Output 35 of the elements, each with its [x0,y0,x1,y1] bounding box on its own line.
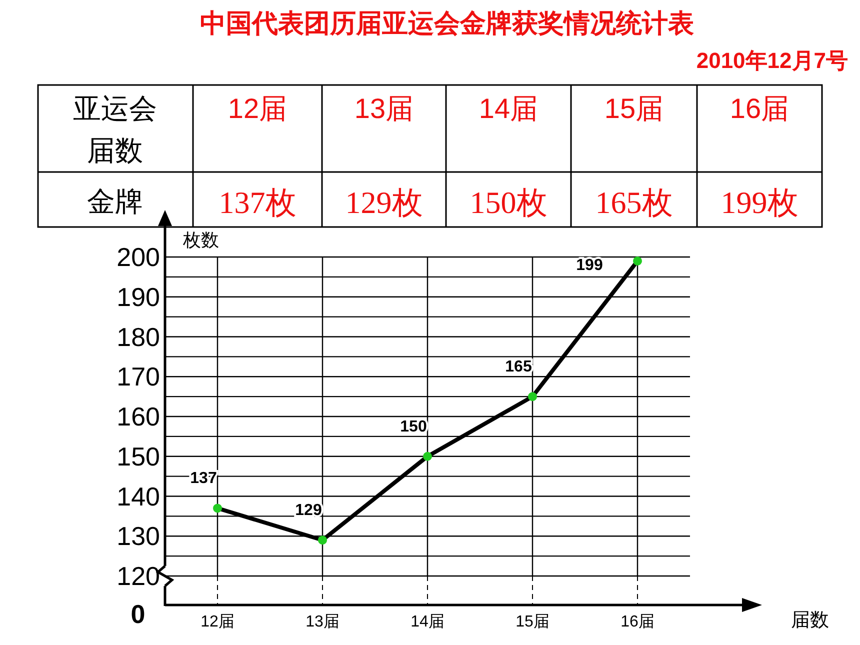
text: 129枚 [345,185,423,220]
text: 届数 [791,609,829,631]
text: 2010年12月7号 [696,48,848,73]
category-label: 16届 [730,93,790,124]
data-label: 165 [505,358,532,376]
y-tick-label: 180 [116,322,160,352]
category-label: 13届 [354,93,414,124]
text: 165枚 [595,185,673,220]
y-tick-label: 140 [116,481,160,512]
text: 金牌 [87,186,143,217]
y-tick-label: 150 [116,441,160,472]
y-tick-label: 190 [116,282,160,312]
y-tick-label: 160 [116,402,160,432]
data-label: 150 [400,418,427,436]
category-label: 12届 [228,93,288,124]
y-tick-label: 120 [116,561,160,592]
text: 0 [130,599,146,629]
y-axis-title: 枚数 [182,230,219,251]
y-tick-label: 130 [116,521,160,552]
y-tick-label: 170 [116,362,160,392]
text: 137枚 [218,185,296,220]
x-tick-label: 13届 [306,613,340,630]
chart-title: 中国代表团历届亚运会金牌获奖情况统计表 [200,8,694,38]
x-tick-label: 15届 [516,613,550,630]
x-tick-label: 16届 [620,613,654,630]
data-label: 129 [295,502,322,520]
text: 199枚 [720,185,798,220]
text: 亚运会届数 [73,93,157,166]
category-label: 14届 [478,93,538,124]
text: 150枚 [470,185,548,220]
x-tick-label: 12届 [200,613,234,630]
data-label: 199 [576,256,603,274]
y-tick-label: 200 [116,242,160,272]
category-label: 15届 [604,93,664,124]
x-tick-label: 14届 [410,613,444,630]
